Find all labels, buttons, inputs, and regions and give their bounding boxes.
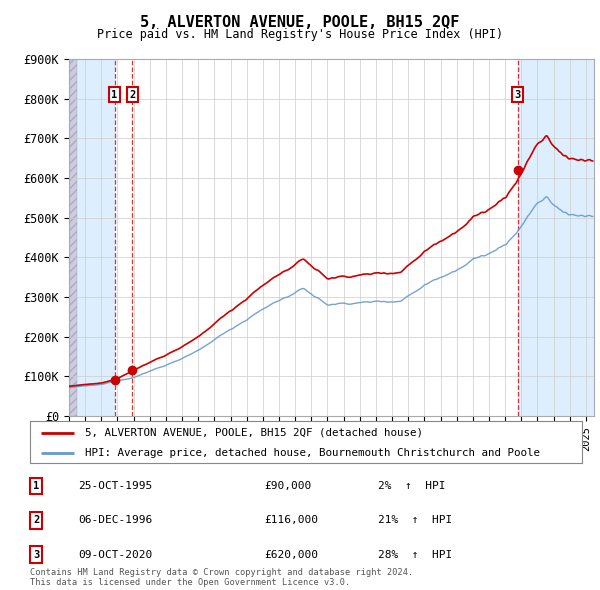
Text: 3: 3 (33, 550, 39, 559)
Text: 5, ALVERTON AVENUE, POOLE, BH15 2QF: 5, ALVERTON AVENUE, POOLE, BH15 2QF (140, 15, 460, 30)
Bar (518, 59, 594, 416)
Text: 06-DEC-1996: 06-DEC-1996 (78, 516, 152, 525)
Text: 25-OCT-1995: 25-OCT-1995 (78, 481, 152, 491)
Text: £620,000: £620,000 (264, 550, 318, 559)
Text: 09-OCT-2020: 09-OCT-2020 (78, 550, 152, 559)
Text: 5, ALVERTON AVENUE, POOLE, BH15 2QF (detached house): 5, ALVERTON AVENUE, POOLE, BH15 2QF (det… (85, 428, 423, 438)
Text: 1: 1 (33, 481, 39, 491)
Text: 21%  ↑  HPI: 21% ↑ HPI (378, 516, 452, 525)
Text: 3: 3 (514, 90, 521, 100)
Bar (69, 59, 77, 416)
Text: Price paid vs. HM Land Registry's House Price Index (HPI): Price paid vs. HM Land Registry's House … (97, 28, 503, 41)
Text: 2: 2 (130, 90, 136, 100)
Text: 2%  ↑  HPI: 2% ↑ HPI (378, 481, 445, 491)
Bar (69, 59, 115, 416)
Text: 1: 1 (112, 90, 118, 100)
Text: £116,000: £116,000 (264, 516, 318, 525)
Text: Contains HM Land Registry data © Crown copyright and database right 2024.
This d: Contains HM Land Registry data © Crown c… (30, 568, 413, 587)
Text: 28%  ↑  HPI: 28% ↑ HPI (378, 550, 452, 559)
Text: HPI: Average price, detached house, Bournemouth Christchurch and Poole: HPI: Average price, detached house, Bour… (85, 448, 540, 457)
Text: £90,000: £90,000 (264, 481, 311, 491)
Text: 2: 2 (33, 516, 39, 525)
